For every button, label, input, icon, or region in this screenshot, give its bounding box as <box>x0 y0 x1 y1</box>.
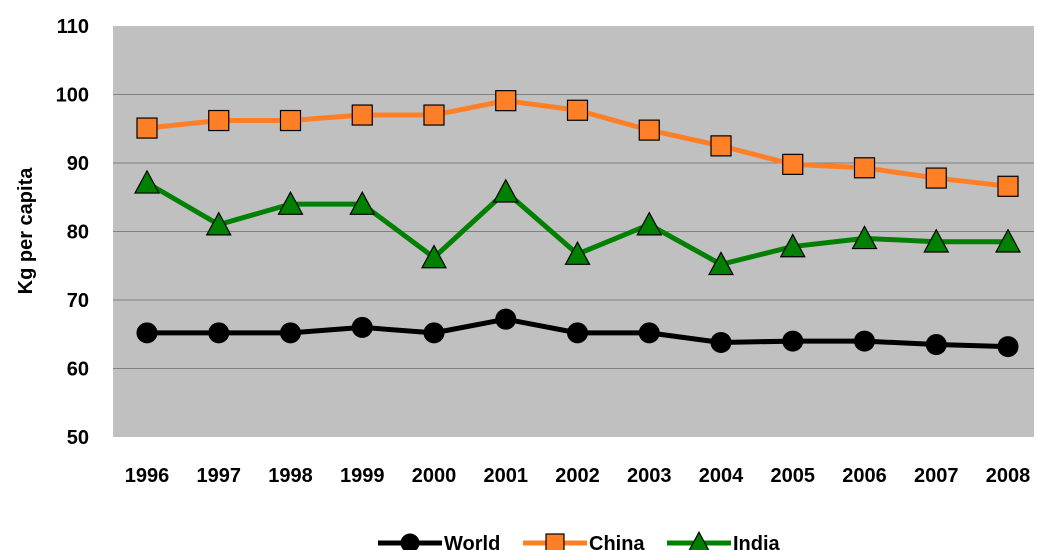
data-point-china <box>136 117 158 139</box>
x-tick-labels: 1996 1997 1998 1999 2000 2001 2002 2003 2004 2005… <box>125 465 1031 487</box>
x-tick-label: 2008 <box>986 465 1031 487</box>
legend-marker-china <box>545 533 565 550</box>
data-point-world <box>925 334 947 356</box>
data-point-india <box>923 228 950 253</box>
y-tick-label: 100 <box>56 85 89 107</box>
x-tick-label: 1997 <box>197 465 242 487</box>
data-point-world <box>638 322 660 344</box>
legend-marker-india <box>688 530 710 550</box>
x-tick-label: 2003 <box>627 465 672 487</box>
data-point-world <box>782 330 804 352</box>
data-point-china <box>279 109 302 132</box>
data-point-india <box>277 190 304 215</box>
y-tick-label: 50 <box>67 427 89 449</box>
data-point-india <box>349 190 376 215</box>
y-tick-label: 80 <box>67 222 89 244</box>
series-layer <box>133 90 1022 358</box>
data-point-china <box>423 104 445 126</box>
legend-label-india: India <box>733 533 781 550</box>
data-point-china <box>710 135 732 157</box>
data-point-china <box>638 119 660 141</box>
y-tick-label: 110 <box>57 16 89 38</box>
data-point-india <box>779 233 806 258</box>
data-point-world <box>351 316 373 338</box>
x-tick-label: 1999 <box>340 465 385 487</box>
x-tick-label: 2006 <box>842 465 887 487</box>
data-point-china <box>925 167 947 189</box>
data-point-india <box>564 240 591 265</box>
y-tick-label: 90 <box>67 153 89 175</box>
data-point-china <box>495 90 517 112</box>
data-point-world <box>854 330 875 352</box>
x-tick-label: 1996 <box>125 465 170 487</box>
data-point-world <box>280 322 301 344</box>
data-point-china <box>997 175 1019 197</box>
data-point-india <box>205 211 232 236</box>
data-point-china <box>208 109 230 132</box>
data-point-china <box>782 153 804 175</box>
x-tick-label: 2001 <box>484 465 529 487</box>
y-tick-label: 70 <box>67 290 89 312</box>
data-point-world <box>567 322 588 344</box>
legend-item-india: India <box>667 530 781 550</box>
y-axis-title: Kg per capita <box>15 167 37 295</box>
data-point-india <box>636 211 663 236</box>
data-point-world <box>208 322 230 344</box>
x-tick-label: 2004 <box>699 465 744 487</box>
data-point-india <box>492 178 519 203</box>
x-tick-label: 2000 <box>412 465 457 487</box>
series-world <box>136 308 1019 358</box>
x-tick-label: 1998 <box>268 465 313 487</box>
legend-item-world: World <box>378 533 500 550</box>
data-point-india <box>851 225 878 250</box>
data-point-world <box>136 322 158 344</box>
legend-item-china: China <box>523 533 645 550</box>
data-point-world <box>423 322 445 344</box>
data-point-china <box>566 99 589 121</box>
data-point-china <box>853 157 876 179</box>
grid-lines <box>113 94 1034 369</box>
legend-label-china: China <box>589 533 645 550</box>
data-point-china <box>351 104 373 126</box>
legend: World China India <box>378 530 781 550</box>
legend-label-world: World <box>444 533 500 550</box>
data-point-india <box>420 244 448 269</box>
data-point-india <box>707 251 735 276</box>
series-india <box>133 169 1022 276</box>
data-point-world <box>495 308 517 330</box>
data-point-world <box>710 331 732 353</box>
x-tick-label: 2005 <box>771 465 816 487</box>
data-point-india <box>133 169 161 194</box>
series-china <box>136 90 1019 197</box>
data-point-india <box>994 228 1022 253</box>
y-tick-labels: 50 60 70 80 90 100 110 <box>56 16 89 449</box>
data-point-world <box>997 336 1019 358</box>
legend-marker-world <box>400 533 420 550</box>
y-tick-label: 60 <box>67 359 89 381</box>
x-tick-label: 2007 <box>914 465 959 487</box>
x-tick-label: 2002 <box>555 465 600 487</box>
